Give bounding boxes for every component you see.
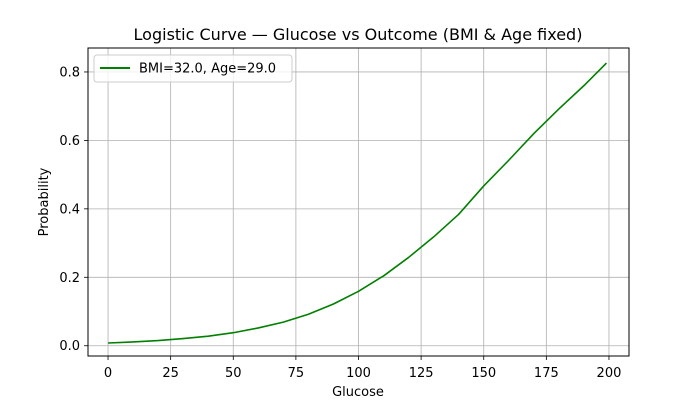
x-tick-label: 200 xyxy=(597,366,622,381)
y-tick-label: 0.8 xyxy=(59,65,80,80)
series-line xyxy=(108,62,608,344)
x-tick-label: 150 xyxy=(471,366,496,381)
x-tick-label: 125 xyxy=(409,366,434,381)
x-tick-label: 0 xyxy=(104,366,112,381)
legend: BMI=32.0, Age=29.0 xyxy=(93,54,293,83)
x-tick-label: 25 xyxy=(162,366,179,381)
chart-title: Logistic Curve — Glucose vs Outcome (BMI… xyxy=(134,25,583,44)
x-axis-label: Glucose xyxy=(332,385,384,400)
ticks-layer: 0 25 50 75 100 125 150 175 200 0.0 0.2 0.4 0.6 0.8 xyxy=(59,65,621,381)
legend-box xyxy=(93,54,293,83)
y-axis-label: Probability xyxy=(37,167,52,236)
y-tick-label: 0.0 xyxy=(59,339,80,354)
y-tick-label: 0.6 xyxy=(59,134,80,149)
grid-layer xyxy=(88,48,629,356)
x-tick-label: 50 xyxy=(225,366,242,381)
x-tick-label: 75 xyxy=(288,366,305,381)
legend-label: BMI=32.0, Age=29.0 xyxy=(139,62,276,77)
series-layer xyxy=(108,62,608,344)
y-tick-label: 0.2 xyxy=(59,271,80,286)
x-tick-label: 100 xyxy=(346,366,371,381)
x-tick-label: 175 xyxy=(534,366,559,381)
y-tick-label: 0.4 xyxy=(59,202,80,217)
